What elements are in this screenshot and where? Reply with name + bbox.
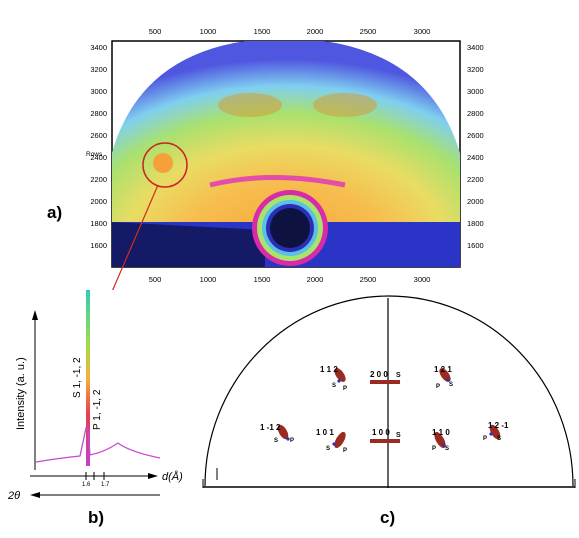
- panel-b-label: b): [88, 508, 105, 527]
- s-label: S: [332, 383, 336, 389]
- bottom-tick: 2500: [360, 275, 377, 284]
- spot-100: [370, 439, 400, 443]
- p-label: P: [343, 448, 347, 454]
- right-tick: 3000: [467, 87, 484, 96]
- hkl-label: 1 0 0: [372, 428, 390, 437]
- left-tick: 2800: [90, 109, 107, 118]
- top-tick: 2000: [307, 27, 324, 36]
- p-label: P: [290, 438, 294, 444]
- s-label: S: [326, 446, 330, 452]
- top-tick: 1000: [200, 27, 217, 36]
- right-tick: 3200: [467, 65, 484, 74]
- two-theta-label: 2θ: [7, 490, 20, 502]
- bottom-tick: 2000: [307, 275, 324, 284]
- peak-label-p: P 1, -1, 2: [92, 389, 103, 430]
- top-tick: 2500: [360, 27, 377, 36]
- hkl-label: 1 1 2: [320, 365, 338, 374]
- left-tick: 3200: [90, 65, 107, 74]
- panel-b: 1.6 1.7 d(Å) 2θ Intensity (a. u.) S 1, -…: [0, 280, 200, 533]
- hkl-label: 1 2 -1: [488, 421, 509, 430]
- p-label: P: [483, 436, 487, 442]
- spot-1m12: [277, 424, 289, 440]
- bottom-tick: 500: [149, 275, 162, 284]
- bottom-tick: 3000: [414, 275, 431, 284]
- tick-1-7: 1.7: [101, 482, 110, 488]
- left-tick: 3400: [90, 43, 107, 52]
- intensity-label: Intensity (a. u.): [15, 357, 27, 430]
- left-tick: 2400: [90, 153, 107, 162]
- spot-101: [334, 431, 346, 449]
- spot-12m1: [489, 424, 501, 440]
- panel-a-label: a): [47, 203, 63, 222]
- d-axis-label: d(Å): [162, 470, 183, 483]
- hkl-label: 1 -1 2: [260, 423, 281, 432]
- panel-a: 500 1000 1500 2000 2500 3000 500 1000 15…: [47, 27, 484, 340]
- profile-curve: [35, 426, 161, 463]
- s-label: S: [274, 438, 278, 444]
- s-label: S: [396, 432, 401, 439]
- spot-200: [370, 380, 400, 384]
- right-tick: 3400: [467, 43, 484, 52]
- hkl-label: 1 1 0: [432, 428, 450, 437]
- s-label: S: [445, 446, 449, 452]
- hkl-label: 1 0 1: [316, 428, 334, 437]
- top-tick: 3000: [414, 27, 431, 36]
- right-tick: 2600: [467, 131, 484, 140]
- right-tick: 1600: [467, 241, 484, 250]
- right-tick: 1800: [467, 219, 484, 228]
- profile-plot: 1.6 1.7 d(Å) 2θ Intensity (a. u.) S 1, -…: [7, 290, 183, 502]
- left-tick: 3000: [90, 87, 107, 96]
- bottom-tick: 1500: [254, 275, 271, 284]
- spot-112: [334, 368, 346, 382]
- highlight-circle: [142, 142, 188, 188]
- left-tick: 2000: [90, 197, 107, 206]
- p-label: P: [432, 446, 436, 452]
- p-label: P: [436, 384, 440, 390]
- detector-image: 500 1000 1500 2000 2500 3000 500 1000 15…: [86, 27, 484, 340]
- tick-1-6: 1.6: [82, 482, 91, 488]
- rows-label: Rows: [86, 151, 103, 158]
- hkl-label: 2 0 0: [370, 370, 388, 379]
- hkl-label: 1 2 1: [434, 365, 452, 374]
- peak-bar: [86, 290, 90, 466]
- right-tick: 2200: [467, 175, 484, 184]
- pole-figure: 1 1 2 S P 2 0 0 S 1 2 1 P S 1 -1 2 S P 1…: [202, 295, 576, 488]
- peak-label-s: S 1, -1, 2: [72, 357, 83, 398]
- top-tick: 1500: [254, 27, 271, 36]
- left-tick: 1800: [90, 219, 107, 228]
- s-label: S: [497, 436, 501, 442]
- reflection-spots: [277, 368, 501, 449]
- panel-c: 1 1 2 S P 2 0 0 S 1 2 1 P S 1 -1 2 S P 1…: [200, 280, 579, 533]
- left-tick: 1600: [90, 241, 107, 250]
- pole-arc: [204, 295, 574, 487]
- right-tick: 2400: [467, 153, 484, 162]
- right-tick: 2800: [467, 109, 484, 118]
- panel-c-label: c): [380, 508, 396, 527]
- s-label: S: [449, 382, 453, 388]
- bottom-tick: 1000: [200, 275, 217, 284]
- left-tick: 2600: [90, 131, 107, 140]
- p-label: P: [343, 386, 347, 392]
- s-label: S: [396, 372, 401, 379]
- left-tick: 2200: [90, 175, 107, 184]
- right-tick: 2000: [467, 197, 484, 206]
- top-tick: 500: [149, 27, 162, 36]
